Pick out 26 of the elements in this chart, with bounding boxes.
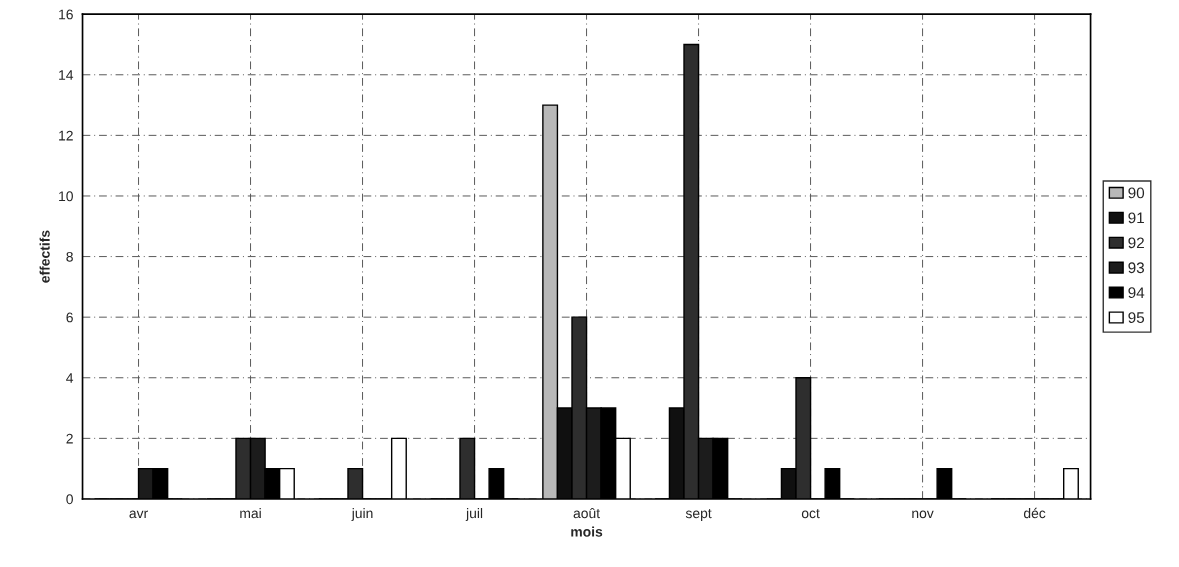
y-tick-label: 16 [59,9,73,20]
x-tick-label: avr [129,510,148,519]
x-tick-label: déc [1023,507,1046,519]
y-tick-label: 14 [59,70,74,80]
x-tick-label: juin [351,507,373,521]
legend-label: 94 [1128,287,1145,299]
x-tick-label: juil [465,507,483,521]
legend-label: 91 [1128,212,1144,224]
x-axis-title: mois [571,526,603,537]
y-tick-label: 0 [66,494,73,505]
legend-label: 93 [1128,262,1145,274]
legend-label: 90 [1128,187,1145,199]
x-tick-label: nov [912,510,934,519]
y-tick-label: 2 [66,433,73,444]
legend-label: 92 [1128,237,1144,249]
legend-label: 95 [1128,312,1145,324]
x-tick-label: mai [240,507,261,519]
y-tick-label: 12 [59,130,73,141]
y-axis-title: effectifs [39,230,50,283]
y-tick-label: 6 [66,312,73,323]
x-tick-label: oct [801,509,820,519]
y-tick-label: 8 [66,251,73,262]
x-tick-label: août [573,507,600,519]
y-tick-label: 4 [66,373,74,383]
x-tick-label: sept [685,509,712,521]
y-tick-label: 10 [59,191,73,202]
